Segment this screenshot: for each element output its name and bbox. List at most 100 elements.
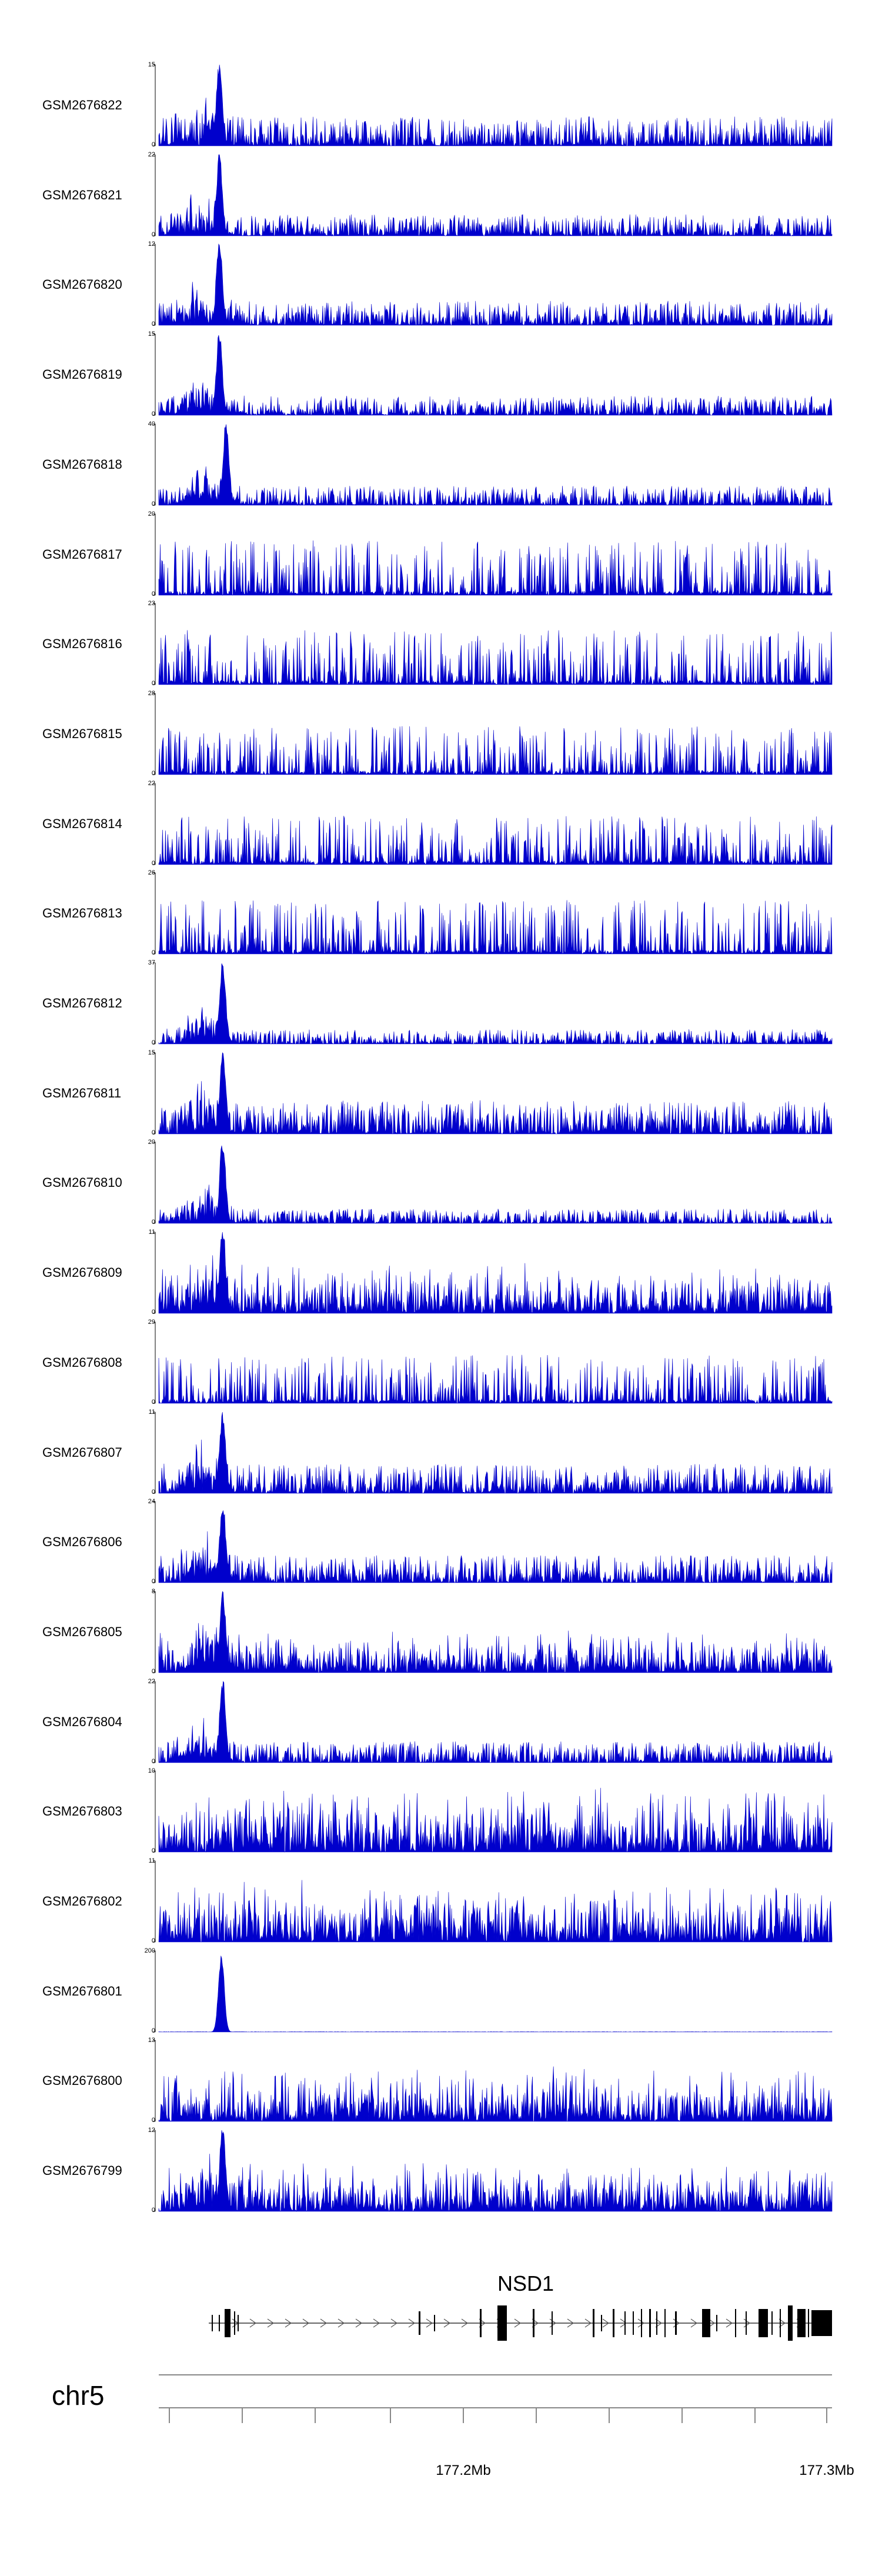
tick-label: 177.3Mb: [799, 2462, 854, 2478]
track-label: GSM2676806: [42, 1534, 122, 1550]
axis-min-label: 0: [151, 859, 155, 867]
axis-max-label: 22: [148, 1677, 155, 1685]
axis-max-label: 11: [148, 1229, 155, 1236]
track-signal: [153, 1770, 833, 1853]
track-signal: [153, 243, 833, 326]
track-signal: [153, 1412, 833, 1494]
axis-min-label: 0: [151, 1129, 155, 1136]
track-signal: [153, 603, 833, 686]
strand-arrow: [443, 2318, 451, 2328]
track-signal: [153, 64, 833, 146]
exon: [735, 2309, 736, 2337]
strand-arrow: [249, 2318, 257, 2328]
axis-min-label: 0: [151, 1757, 155, 1765]
exon: [780, 2309, 781, 2337]
track-signal: [153, 1950, 833, 2033]
exon: [788, 2305, 793, 2341]
strand-arrow: [355, 2318, 363, 2328]
exon: [533, 2309, 534, 2337]
strand-arrow: [637, 2318, 645, 2328]
track-label: GSM2676817: [42, 546, 122, 562]
strand-arrow: [708, 2318, 716, 2328]
signal-area: [158, 726, 833, 775]
exon: [219, 2315, 220, 2331]
strand-arrow: [390, 2318, 398, 2328]
track-signal: [153, 1680, 833, 1763]
signal-area: [158, 1591, 833, 1673]
exon: [746, 2311, 747, 2335]
track-label: GSM2676818: [42, 456, 122, 472]
strand-arrow: [726, 2318, 733, 2328]
signal-area: [158, 540, 833, 596]
strand-arrow: [338, 2318, 345, 2328]
exon: [601, 2315, 602, 2331]
track-label: GSM2676814: [42, 816, 122, 831]
signal-area: [158, 1956, 833, 2033]
signal-area: [158, 243, 833, 326]
exon: [234, 2311, 235, 2335]
axis-min-label: 0: [151, 321, 155, 328]
strand-arrow: [302, 2318, 310, 2328]
signal-area: [158, 1788, 833, 1853]
track-signal: [153, 783, 833, 865]
exon: [225, 2309, 230, 2337]
exon: [434, 2315, 435, 2331]
signal-area: [158, 1354, 833, 1404]
track-signal: [153, 154, 833, 236]
strand-arrow: [408, 2318, 416, 2328]
axis-max-label: 10: [148, 1767, 155, 1775]
axis-max-label: 23: [148, 600, 155, 608]
track-label: GSM2676810: [42, 1175, 122, 1190]
strand-arrow: [602, 2318, 610, 2328]
axis-max-label: 200: [144, 1947, 155, 1954]
signal-area: [158, 900, 833, 955]
track-signal: [153, 2040, 833, 2123]
track-label: GSM2676805: [42, 1624, 122, 1639]
exon: [811, 2310, 832, 2336]
strand-arrow: [461, 2318, 469, 2328]
axis-min-label: 0: [151, 1219, 155, 1226]
track-signal: [153, 1142, 833, 1224]
axis-max-label: 15: [148, 1049, 155, 1056]
track-label: GSM2676799: [42, 2163, 122, 2178]
axis-max-label: 29: [148, 1318, 155, 1326]
track-label: GSM2676804: [42, 1714, 122, 1729]
exon: [593, 2309, 594, 2337]
track-signal: [153, 2130, 833, 2213]
track-label: GSM2676812: [42, 996, 122, 1010]
exon: [664, 2309, 666, 2337]
exon: [419, 2311, 420, 2335]
axis-min-label: 0: [151, 141, 155, 148]
exon: [771, 2311, 773, 2335]
signal-area: [158, 630, 833, 686]
signal-area: [158, 1510, 833, 1584]
axis-max-label: 20: [148, 510, 155, 518]
axis-min-label: 0: [151, 1039, 155, 1046]
track-signal: [153, 693, 833, 775]
axis-min-label: 0: [151, 2207, 155, 2214]
exon: [649, 2309, 651, 2337]
strand-arrow: [779, 2318, 786, 2328]
signal-area: [158, 1680, 833, 1763]
exon: [641, 2309, 642, 2337]
axis-min-label: 0: [151, 1578, 155, 1586]
gene-label: NSD1: [497, 2271, 554, 2295]
axis-min-label: 0: [151, 769, 155, 777]
axis-max-label: 12: [148, 2127, 155, 2134]
exon: [702, 2309, 710, 2337]
track-label: GSM2676802: [42, 1894, 122, 1908]
strand-arrow: [373, 2318, 380, 2328]
track-label: GSM2676811: [42, 1085, 122, 1100]
track-signal: [153, 872, 833, 955]
track-signal: [153, 1232, 833, 1314]
track-signal: [153, 962, 833, 1045]
axis-min-label: 0: [151, 1937, 155, 1944]
axis-max-label: 11: [148, 1408, 155, 1416]
axis-min-label: 0: [151, 2117, 155, 2124]
signal-area: [158, 1412, 833, 1494]
exon: [480, 2309, 482, 2337]
exon: [797, 2309, 806, 2337]
axis-min-label: 0: [151, 1398, 155, 1406]
strand-arrow: [655, 2318, 663, 2328]
